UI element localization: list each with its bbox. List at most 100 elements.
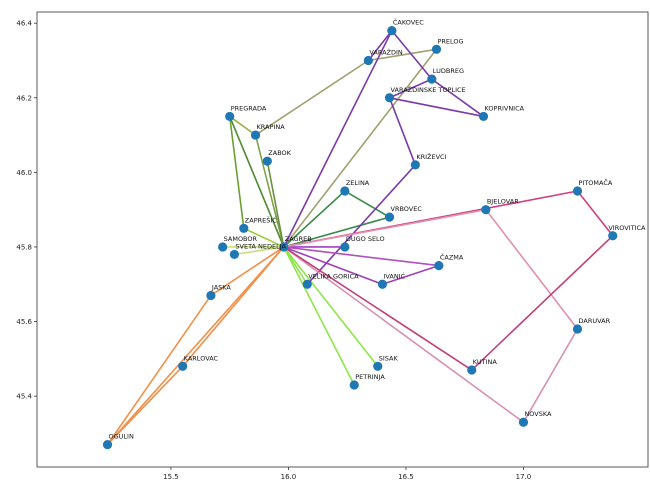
edge-zabok-zagreb <box>266 160 285 248</box>
node-pitomaca <box>572 186 583 196</box>
node-jaska <box>206 290 216 301</box>
node-label-krizevci: KRIŽEVCI <box>416 152 446 161</box>
edge-layer <box>106 29 614 446</box>
node-label-ivanic: IVANIĆ <box>383 271 405 280</box>
node-samobor <box>218 242 228 252</box>
edge-zagreb-cazma <box>282 246 440 267</box>
edge-kutina-virovitica <box>470 234 614 371</box>
node-koprivnica <box>478 111 489 122</box>
y-axis: 45.4 45.6 45.8 46.0 46.2 46.4 <box>16 20 37 401</box>
node-label-pitomaca: PITOMAČA <box>579 178 613 187</box>
edge-pitomaca-virovitica <box>576 190 614 237</box>
node-label-layer: ČAKOVEC PRELOG VARAŽDIN LUDBREG VARAŽDINSKE … <box>109 18 647 441</box>
node-zapresic <box>239 223 249 233</box>
node-ludbreg <box>427 74 437 84</box>
node-zagreb <box>279 242 289 252</box>
node-cakovec <box>387 26 397 36</box>
plot-frame <box>36 11 649 468</box>
edge-krizevci-velika-gorica <box>306 164 417 286</box>
edge-zagreb-sisak <box>282 246 379 368</box>
y-tick-label: 45.4 <box>16 393 32 401</box>
x-axis: 15.5 16.0 16.5 17.0 <box>163 467 531 481</box>
edge-zagreb-velika-gorica <box>282 246 309 286</box>
node-vrbovec <box>384 212 395 222</box>
node-zabok <box>262 156 272 166</box>
edge-zagreb-prelog <box>282 48 438 248</box>
edge-cakovec-varazdin <box>367 29 393 62</box>
edge-daruvar-novska <box>522 328 579 424</box>
node-prelog <box>431 44 442 54</box>
node-label-virovitica: VIROVITICA <box>608 224 646 232</box>
node-label-samobor: SAMOBOR <box>224 235 258 243</box>
edge-varazdin-prelog <box>367 48 438 62</box>
edge-zagreb-karlovac <box>181 246 285 368</box>
x-tick-label: 17.0 <box>516 473 532 481</box>
node-label-ludbreg: LUDBREG <box>433 67 464 75</box>
node-label-pregrada: PREGRADA <box>231 104 267 112</box>
node-karlovac <box>178 361 188 371</box>
edge-varazdinske-toplice-koprivnica <box>388 96 485 118</box>
node-label-vrbovec: VRBOVEC <box>391 205 423 213</box>
y-tick-label: 46.2 <box>16 94 32 102</box>
node-sveta-nedelja <box>229 249 239 260</box>
node-krapina <box>250 130 261 140</box>
node-cazma <box>434 261 444 271</box>
node-label-daruvar: DARUVAR <box>579 317 611 325</box>
node-novska <box>518 417 529 427</box>
node-label-jaska: JASKA <box>211 283 232 291</box>
edge-zagreb-zapresic <box>243 227 285 248</box>
y-tick-label: 46.0 <box>16 169 32 177</box>
edge-karlovac-ogulin <box>106 365 184 446</box>
edge-pregrada-zagreb <box>228 115 285 248</box>
x-tick-label: 16.5 <box>398 473 414 481</box>
edge-jaska-ogulin <box>106 294 212 446</box>
node-petrinja <box>349 380 359 390</box>
node-virovitica <box>608 231 618 241</box>
node-label-sisak: SISAK <box>379 354 399 362</box>
node-label-zapresic: ZAPREŠIĆ <box>245 215 277 224</box>
node-varazdin <box>363 55 373 66</box>
node-label-velika-gorica: VELIKA GORICA <box>308 272 359 280</box>
edge-zagreb-cakovec <box>282 29 393 248</box>
node-label-cakovec: ČAKOVEC <box>393 18 424 27</box>
edge-varazdinske-toplice-ludbreg <box>388 78 433 99</box>
node-label-krapina: KRAPINA <box>257 123 286 131</box>
node-label-bjelovar: BJELOVAR <box>487 198 519 206</box>
edge-bjelovar-daruvar <box>485 208 579 330</box>
node-layer <box>102 26 618 450</box>
node-label-koprivnica: KOPRIVNICA <box>485 104 525 112</box>
node-label-novska: NOVSKA <box>524 410 552 418</box>
node-bjelovar <box>481 205 491 215</box>
x-tick-label: 15.5 <box>163 473 179 481</box>
node-pregrada <box>225 111 235 122</box>
node-krizevci <box>410 160 420 170</box>
node-label-zelina: ZELINA <box>346 179 370 187</box>
edge-cakovec-ludbreg <box>391 29 433 80</box>
y-tick-label: 45.8 <box>16 243 32 251</box>
x-tick-label: 16.0 <box>281 473 297 481</box>
edge-ludbreg-koprivnica <box>430 78 485 118</box>
node-label-zabok: ZABOK <box>268 149 291 157</box>
edge-krapina-zagreb <box>254 134 285 248</box>
edge-zagreb-ivanic <box>282 246 384 286</box>
node-ogulin <box>102 440 113 450</box>
edge-zagreb-novska <box>282 246 525 424</box>
node-label-varazdinske-toplice: VARAŽDINSKE TOPLICE <box>391 85 466 94</box>
edge-varazdinske-toplice-krizevci <box>388 96 417 166</box>
edge-zagreb-kutina <box>282 246 473 371</box>
node-label-petrinja: PETRINJA <box>355 373 385 381</box>
edge-zagreb-sveta-nedelja <box>233 246 285 256</box>
node-varazdinske-toplice <box>384 93 395 103</box>
node-sisak <box>373 361 383 371</box>
node-dugo-selo <box>340 242 350 252</box>
node-label-ogulin: OGULIN <box>109 433 134 441</box>
node-label-cazma: ČAZMA <box>440 253 464 262</box>
edge-zelina-vrbovec <box>344 190 391 218</box>
edge-krapina-varazdin <box>254 59 370 136</box>
edge-zagreb-vrbovec <box>282 216 391 248</box>
edge-zagreb-bjelovar <box>282 208 487 248</box>
node-label-varazdin: VARAŽDIN <box>369 47 403 56</box>
node-ivanic <box>377 279 388 289</box>
node-label-zagreb: ZAGREB <box>285 235 312 243</box>
